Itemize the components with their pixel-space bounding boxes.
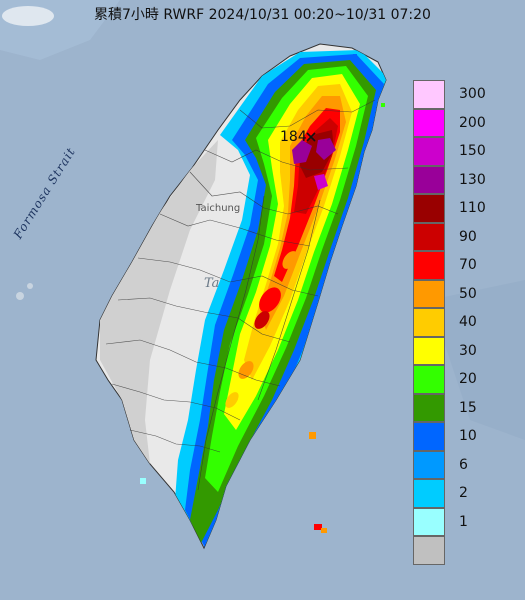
- legend-label: 110: [459, 200, 486, 216]
- legend-swatch: [413, 137, 445, 166]
- legend-label: 150: [459, 143, 486, 159]
- legend-label: 15: [459, 399, 477, 416]
- legend-swatch: [413, 365, 445, 394]
- legend-row: 10: [413, 422, 519, 451]
- legend-swatch: [413, 479, 445, 508]
- legend-row: 20: [413, 365, 519, 394]
- legend-row: 6: [413, 450, 519, 479]
- legend-label: 90: [459, 228, 477, 245]
- legend-row: 150: [413, 137, 519, 166]
- legend-label: 40: [459, 314, 477, 330]
- legend-row: 200: [413, 108, 519, 137]
- legend-label: 50: [459, 285, 477, 302]
- legend-swatch: [413, 279, 445, 308]
- legend-label: 70: [459, 257, 477, 273]
- legend-label: 20: [459, 371, 477, 387]
- legend-row: 110: [413, 194, 519, 223]
- legend-swatch: [413, 165, 445, 194]
- rainfall-field: [100, 50, 386, 548]
- legend-label: 2: [459, 485, 468, 501]
- legend-row: 30: [413, 336, 519, 365]
- legend-label: 6: [459, 456, 468, 473]
- city-label-taichung: Taichung: [196, 203, 241, 214]
- outlying-islands: [16, 54, 385, 533]
- legend-swatch: [413, 507, 445, 536]
- legend-swatch: [413, 450, 445, 479]
- legend-swatch: [413, 194, 445, 223]
- legend-row: 90: [413, 222, 519, 251]
- legend-swatch: [413, 108, 445, 137]
- rainfall-legend: 300 200 150 130 110 90 70 50 40 30 20 15 10 6 2 1: [413, 80, 519, 565]
- legend-row: 40: [413, 308, 519, 337]
- county-borders: [105, 99, 376, 491]
- legend-row: 130: [413, 165, 519, 194]
- island-label: Ta: [204, 276, 220, 291]
- legend-row: [413, 536, 519, 565]
- legend-label: 10: [459, 428, 477, 444]
- legend-row: 1: [413, 507, 519, 536]
- legend-swatch: [413, 393, 445, 422]
- max-marker-icon: [306, 132, 316, 142]
- legend-row: 2: [413, 479, 519, 508]
- legend-swatch: [413, 251, 445, 280]
- legend-swatch: [413, 536, 445, 565]
- legend-label: 200: [459, 114, 486, 131]
- legend-row: 300: [413, 80, 519, 109]
- legend-row: 70: [413, 251, 519, 280]
- legend-row: 50: [413, 279, 519, 308]
- legend-swatch: [413, 222, 445, 251]
- legend-swatch: [413, 80, 445, 109]
- legend-swatch: [413, 308, 445, 337]
- max-rainfall-value: 184: [280, 129, 307, 145]
- legend-label: 300: [459, 86, 486, 102]
- legend-row: 15: [413, 393, 519, 422]
- legend-label: 130: [459, 171, 486, 188]
- legend-label: 1: [459, 513, 468, 530]
- map-title: 累積7小時 RWRF 2024/10/31 00:20~10/31 07:20: [94, 7, 431, 23]
- cloud-patch: [2, 6, 54, 26]
- legend-swatch: [413, 336, 445, 365]
- legend-label: 30: [459, 342, 477, 359]
- legend-swatch: [413, 422, 445, 451]
